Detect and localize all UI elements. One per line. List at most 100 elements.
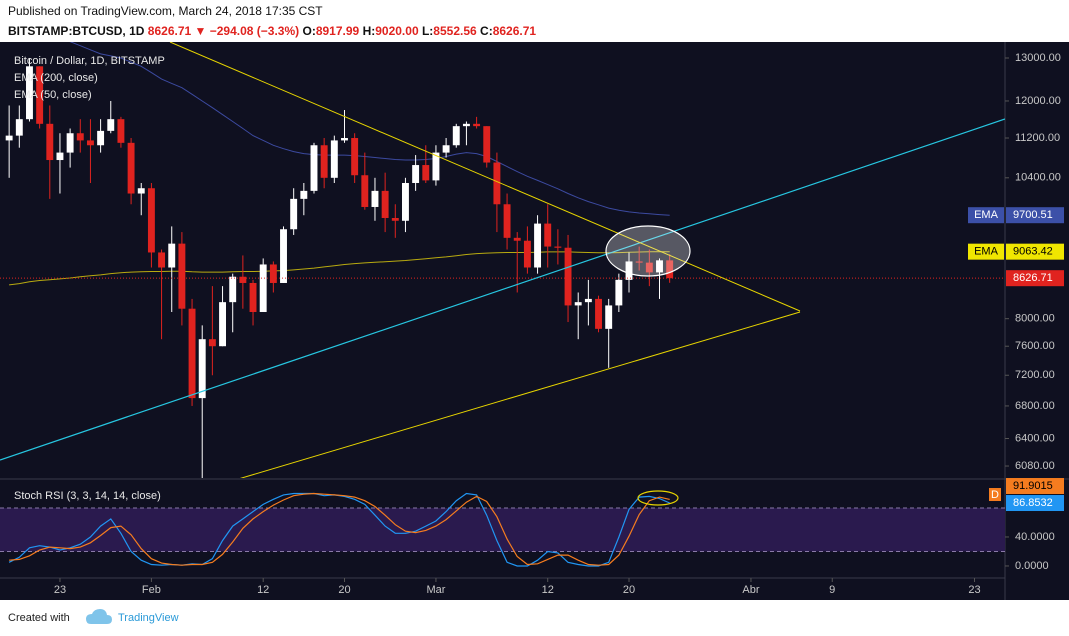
candle-body [391,217,399,221]
y-tick-label: 40.0000 [1015,531,1055,543]
symbol-line: BITSTAMP:BTCUSD, 1D 8626.71 ▼ −294.08 (−… [8,24,536,38]
published-line: Published on TradingView.com, March 24, … [8,4,323,18]
y-tick-label: 6800.00 [1015,400,1055,412]
price-tag-box [968,207,1004,224]
ohlc-value: 9020.00 [375,24,419,38]
candle-body [473,123,481,127]
series-tag: D [991,489,999,501]
y-tick-label: 11200.00 [1015,132,1060,144]
candle-body [341,138,348,141]
candle-body [168,243,176,268]
price-tag-box [968,243,1004,260]
main-title: Bitcoin / Dollar, 1D, BITSTAMP [14,55,165,67]
candle-body [188,308,196,399]
candle-body [97,130,105,146]
y-tick-label: 10400.00 [1015,172,1061,184]
candle-body [280,229,287,283]
price-pane [0,42,1005,478]
candle-body [117,119,125,143]
candle-body [371,190,379,207]
x-tick-label: 20 [338,584,350,596]
last-price: 8626.71 [147,24,192,38]
candle-body [36,66,44,124]
candle-body [46,123,54,161]
candle-body [147,188,155,253]
value-label-box [1006,207,1064,224]
candle-body [605,305,613,329]
candle-body [229,276,237,303]
value-label: 91.9015 [1013,480,1053,492]
candle-body [127,142,135,194]
trend-line [169,42,801,312]
candle-body [615,279,623,306]
value-label: 86.8532 [1013,497,1053,509]
ohlc-value: 8626.71 [492,24,537,38]
candle-body [635,261,643,263]
chart-background [0,42,1069,600]
trend-line [0,118,1005,461]
value-label-box [1006,270,1064,287]
candle-body [86,140,94,146]
candle-body [107,119,115,131]
drawings [0,42,1005,478]
footer-brand[interactable]: TradingView [118,612,179,624]
footer-background [0,600,1069,636]
candle-body [137,188,145,194]
candle-body [320,145,328,178]
value-label-box [1006,243,1064,260]
candle-body [351,138,359,176]
candle-body [574,302,582,306]
candle-body [26,66,33,120]
candle-body [249,282,257,313]
candle-body [330,140,338,178]
y-tick-label: 6400.00 [1015,432,1055,444]
rsi-pane [0,492,1005,567]
symbol: BITSTAMP:BTCUSD, 1D [8,24,145,38]
candle-body [544,223,552,247]
candle-body [534,223,542,268]
candle-body [452,126,460,146]
legend-entry: EMA (50, close) [14,89,92,101]
candle-body [523,240,531,268]
footer-text: Created with [8,612,70,624]
candle-body [381,190,389,218]
highlight-ellipse [637,490,679,506]
candle-body [290,198,298,230]
candle-body [595,298,602,329]
candle-body [513,237,521,241]
candle-body [412,165,420,183]
candle-body [158,252,166,268]
series-line [9,492,670,566]
price-change: ▼ −294.08 (−3.3%) [194,24,300,38]
y-tick-label: 12000.00 [1015,95,1061,107]
ohlc-value: 8552.56 [433,24,477,38]
candle-body [361,175,369,207]
value-label-box [1006,478,1064,495]
series-tag-box [989,488,1001,502]
candle-body [66,133,74,153]
candle-body [219,302,226,347]
candle-body [56,152,64,161]
x-tick-label: Feb [142,584,161,596]
candle-body [493,162,501,205]
value-label: 9063.42 [1013,246,1053,258]
candle-body [462,123,470,127]
rsi-title: Stoch RSI (3, 3, 14, 14, close) [14,490,161,502]
price-tag: EMA [974,209,999,221]
candle-body [269,264,277,283]
logo [86,609,112,624]
candle-body [15,119,23,136]
legend-entry: EMA (200, close) [14,72,98,84]
candle-body [300,190,308,199]
value-label: 9700.51 [1013,209,1053,221]
candle-body [584,298,592,303]
ohlc-label: L: [421,24,434,38]
highlight-ellipse [605,225,691,277]
y-tick-label: 7200.00 [1015,369,1055,381]
ohlc-label: C: [480,24,493,38]
y-tick-label: 0.0000 [1015,560,1049,572]
candle-body [432,152,440,181]
y-tick-label: 13000.00 [1015,52,1061,64]
candle-body [198,339,206,399]
